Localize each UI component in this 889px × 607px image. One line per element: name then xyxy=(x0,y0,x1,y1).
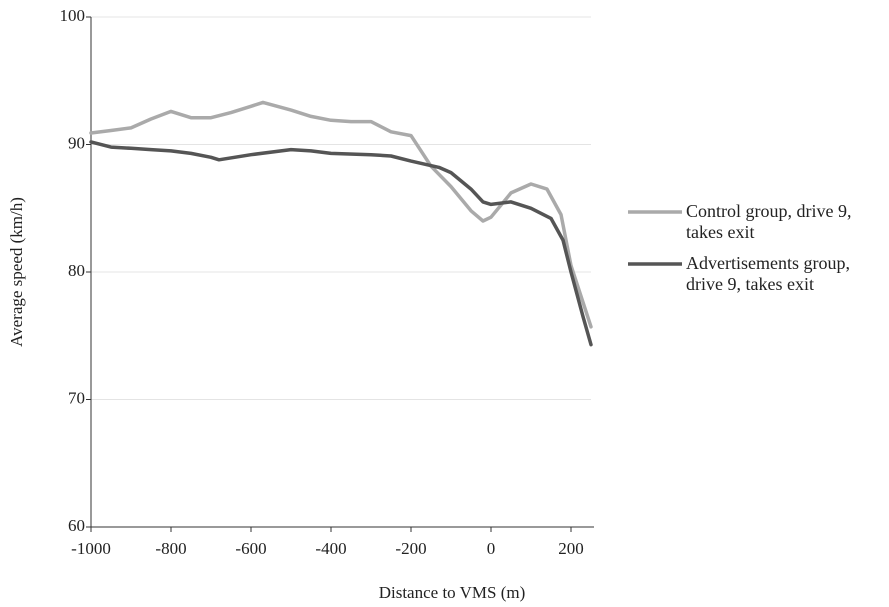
x-tick-label: -800 xyxy=(155,539,186,558)
y-axis-label: Average speed (km/h) xyxy=(7,197,26,347)
legend-label: Advertisements group, drive 9, takes exi… xyxy=(686,253,850,294)
x-tick-label: -1000 xyxy=(71,539,111,558)
x-tick-label: 0 xyxy=(487,539,496,558)
y-tick-label: 70 xyxy=(68,388,85,407)
series-line xyxy=(89,100,593,329)
x-axis-label: Distance to VMS (m) xyxy=(379,583,526,602)
y-tick-label: 90 xyxy=(68,133,85,152)
y-tick-label: 80 xyxy=(68,261,85,280)
x-tick-label: -600 xyxy=(235,539,266,558)
x-tick-label: 200 xyxy=(558,539,584,558)
y-tick-label: 100 xyxy=(60,6,86,25)
series-line xyxy=(89,140,593,347)
legend-label: Control group, drive 9, takes exit xyxy=(686,201,852,242)
x-tick-label: -400 xyxy=(315,539,346,558)
y-tick-label: 60 xyxy=(68,516,85,535)
x-tick-label: -200 xyxy=(395,539,426,558)
